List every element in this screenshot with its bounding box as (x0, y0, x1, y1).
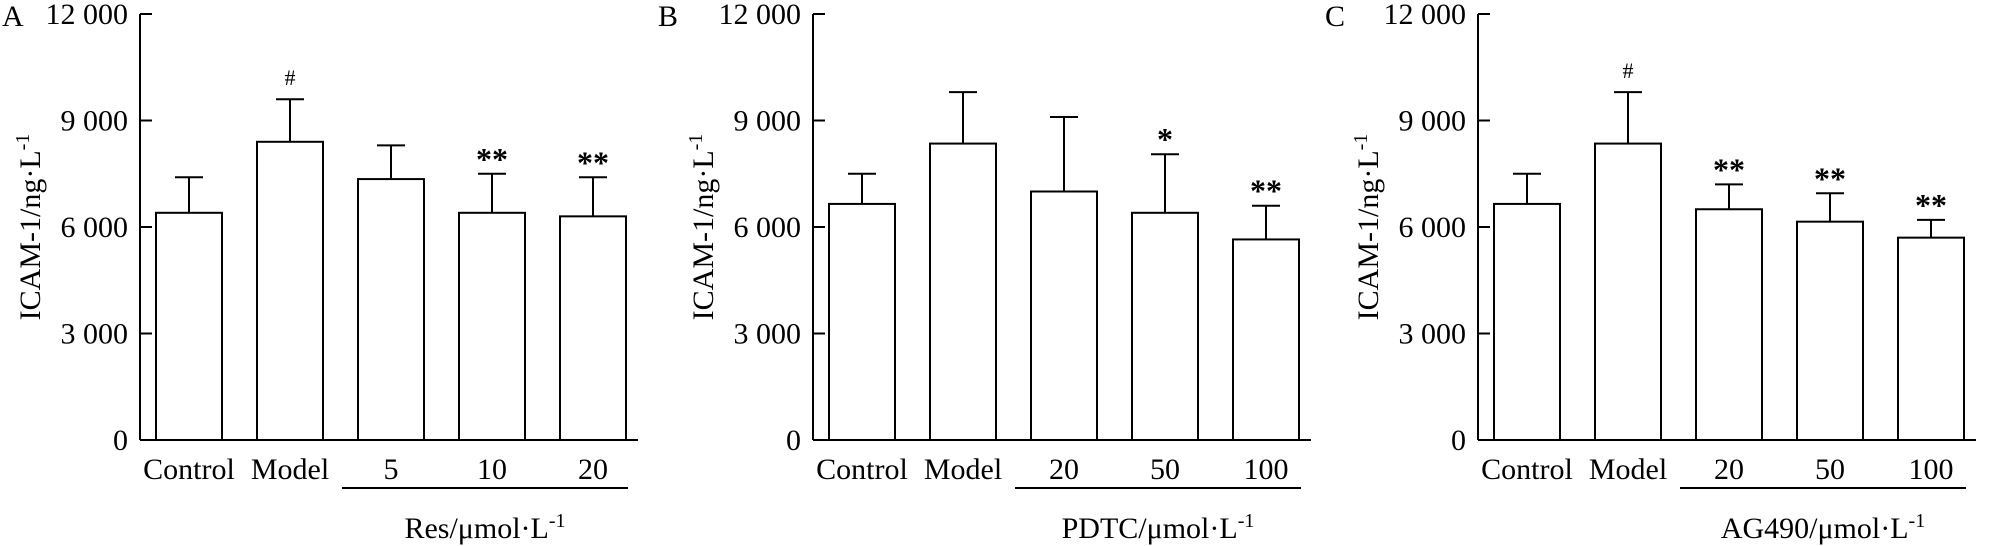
y-tick-label: 6 000 (61, 211, 129, 244)
panel-letter: B (658, 0, 678, 33)
significance-marker: ** (1915, 187, 1947, 223)
y-tick-label: 6 000 (734, 211, 802, 244)
y-axis-label: ICAM-1/ng·L-1 (12, 134, 47, 321)
bar (1897, 236, 1965, 441)
group-label: PDTC/μmol·L-1 (1062, 510, 1255, 545)
bar (256, 140, 324, 442)
category-label: 20 (578, 453, 608, 486)
bar (1493, 202, 1561, 441)
category-label: Control (1481, 453, 1573, 486)
panel-letter: C (1325, 0, 1345, 33)
panel-letter: A (2, 0, 24, 33)
bar (458, 211, 526, 441)
group-label: Res/μmol·L-1 (404, 510, 565, 545)
significance-marker: # (1623, 58, 1634, 83)
bar (1232, 238, 1300, 441)
chart-panel-b: B 0 3 000 6 000 9 000 12 000 ICAM-1/ng·L-1 Cont… (658, 0, 1311, 545)
category-label: Control (816, 453, 908, 486)
bar (828, 202, 896, 441)
significance-marker: * (1157, 121, 1173, 157)
category-label: Model (924, 453, 1002, 486)
bar (1594, 142, 1662, 441)
bar (155, 211, 223, 441)
y-tick-label: 3 000 (61, 318, 129, 351)
significance-marker: ** (577, 144, 609, 180)
bar (1030, 190, 1098, 441)
bar (357, 178, 425, 441)
y-tick-label: 9 000 (734, 105, 802, 138)
significance-marker: # (285, 65, 296, 90)
bar (559, 215, 627, 441)
y-tick-label: 0 (786, 424, 801, 457)
group-label-superscript: -1 (1238, 510, 1255, 532)
y-axis-label: ICAM-1/ng·L-1 (1350, 134, 1385, 321)
y-tick-label: 12 000 (719, 0, 802, 31)
y-tick-label: 3 000 (1399, 318, 1467, 351)
chart-panel-c: C 0 3 000 6 000 9 000 12 000 ICAM-1/ng·L-1 Cont… (1325, 0, 1976, 545)
category-label: Model (251, 453, 329, 486)
y-tick-label: 9 000 (1399, 105, 1467, 138)
category-label: 100 (1244, 453, 1289, 486)
group-label: AG490/μmol·L-1 (1721, 510, 1925, 545)
y-tick-label: 6 000 (1399, 211, 1467, 244)
category-label: 50 (1815, 453, 1845, 486)
category-label: 10 (477, 453, 507, 486)
bar (1796, 220, 1864, 441)
y-tick-label: 0 (1451, 424, 1466, 457)
category-label: 20 (1049, 453, 1079, 486)
y-tick-label: 3 000 (734, 318, 802, 351)
category-label: 50 (1150, 453, 1180, 486)
category-label: 100 (1909, 453, 1954, 486)
bar (1695, 208, 1763, 441)
y-tick-label: 9 000 (61, 105, 129, 138)
group-label-superscript: -1 (549, 510, 566, 532)
y-axis-label-superscript: -1 (685, 134, 707, 151)
significance-marker: ** (1250, 173, 1282, 209)
bar (1131, 211, 1199, 441)
category-label: 20 (1714, 453, 1744, 486)
chart-panel-a: A 0 3 000 6 000 9 000 12 000 ICAM-1/ng·L-1 Cont… (2, 0, 638, 545)
y-axis-label: ICAM-1/ng·L-1 (685, 134, 720, 321)
y-tick-label: 12 000 (46, 0, 129, 31)
category-label: 5 (384, 453, 399, 486)
y-axis-label-superscript: -1 (1350, 134, 1372, 151)
bar (929, 142, 997, 441)
category-label: Model (1589, 453, 1667, 486)
significance-marker: ** (1814, 160, 1846, 196)
category-label: Control (143, 453, 235, 486)
y-axis-label-superscript: -1 (12, 134, 34, 151)
group-label-superscript: -1 (1909, 510, 1926, 532)
significance-marker: ** (476, 141, 508, 177)
y-tick-label: 12 000 (1384, 0, 1467, 31)
significance-marker: ** (1713, 151, 1745, 187)
y-tick-label: 0 (113, 424, 128, 457)
